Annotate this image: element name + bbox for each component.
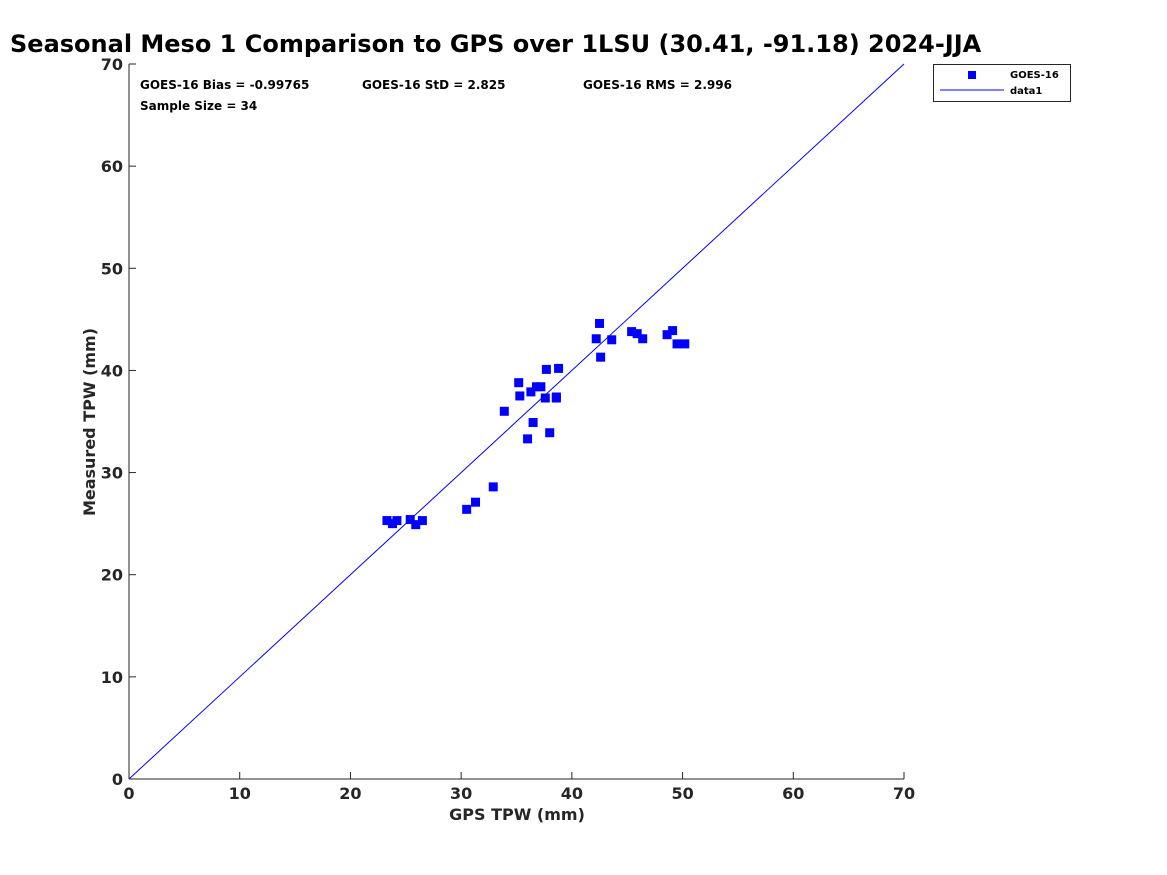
data-point-goes16 (405, 515, 415, 525)
data-point-goes16 (541, 364, 551, 374)
data-point-goes16 (545, 428, 555, 438)
y-tick-label: 70 (101, 55, 123, 74)
data-point-goes16 (536, 382, 546, 392)
y-tick-label: 20 (101, 566, 123, 585)
data-point-goes16 (627, 327, 637, 337)
data-point-goes16 (680, 339, 690, 349)
legend-marker-goes16 (968, 71, 976, 79)
data-point-goes16 (488, 482, 498, 492)
x-tick-label: 0 (123, 784, 134, 803)
std-stat: GOES-16 StD = 2.825 (362, 78, 505, 92)
x-tick-label: 30 (450, 784, 472, 803)
x-tick-label: 40 (561, 784, 583, 803)
data-point-goes16 (382, 516, 392, 526)
rms-stat: GOES-16 RMS = 2.996 (583, 78, 732, 92)
data-point-goes16 (540, 393, 550, 403)
legend: GOES-16 data1 (933, 64, 1071, 102)
series-layer (128, 63, 905, 780)
y-tick-label: 50 (101, 259, 123, 278)
x-tick-label: 50 (671, 784, 693, 803)
x-tick-label: 60 (782, 784, 804, 803)
plot-area: 0 10 20 30 40 50 60 70 0 10 20 30 40 50 60 70 (101, 55, 915, 803)
data-point-goes16 (662, 330, 672, 340)
data-point-goes16 (526, 387, 536, 397)
y-tick-label: 10 (101, 668, 123, 687)
data-point-goes16 (411, 520, 421, 530)
data-point-goes16 (632, 329, 642, 339)
y-tick-label: 40 (101, 361, 123, 380)
data-point-goes16 (515, 391, 525, 401)
x-axis-label: GPS TPW (mm) (449, 805, 585, 824)
y-axis-label: Measured TPW (mm) (80, 328, 99, 516)
x-tick-label: 10 (229, 784, 251, 803)
ticks-layer: 0 10 20 30 40 50 60 70 0 10 20 30 40 50 60 70 (101, 55, 915, 803)
data-point-goes16 (591, 334, 601, 344)
series-line-data1 (128, 63, 905, 780)
data-point-goes16 (392, 516, 402, 526)
legend-box (933, 64, 1071, 102)
data-point-goes16 (471, 497, 481, 507)
x-tick-label: 20 (339, 784, 361, 803)
bias-stat: GOES-16 Bias = -0.99765 (140, 78, 309, 92)
data-point-goes16 (499, 406, 509, 416)
data-point-goes16 (554, 363, 564, 373)
data-point-goes16 (417, 516, 427, 526)
data-point-goes16 (607, 335, 617, 345)
y-tick-label: 0 (112, 770, 123, 789)
data-point-goes16 (668, 326, 678, 336)
y-tick-label: 60 (101, 157, 123, 176)
data-point-goes16 (514, 378, 524, 388)
data-point-goes16 (528, 418, 538, 428)
data-point-goes16 (551, 392, 561, 402)
x-tick-label: 70 (893, 784, 915, 803)
data-point-goes16 (672, 339, 682, 349)
legend-label-data1: data1 (1010, 86, 1042, 97)
data-point-goes16 (462, 504, 472, 514)
data-point-goes16 (596, 352, 606, 362)
data-point-goes16 (595, 318, 605, 328)
legend-label-goes16: GOES-16 (1010, 70, 1059, 81)
data-point-goes16 (638, 334, 648, 344)
sample-size-stat: Sample Size = 34 (140, 99, 257, 113)
y-tick-label: 30 (101, 464, 123, 483)
data-point-goes16 (523, 434, 533, 444)
chart-title: Seasonal Meso 1 Comparison to GPS over 1… (10, 30, 982, 58)
